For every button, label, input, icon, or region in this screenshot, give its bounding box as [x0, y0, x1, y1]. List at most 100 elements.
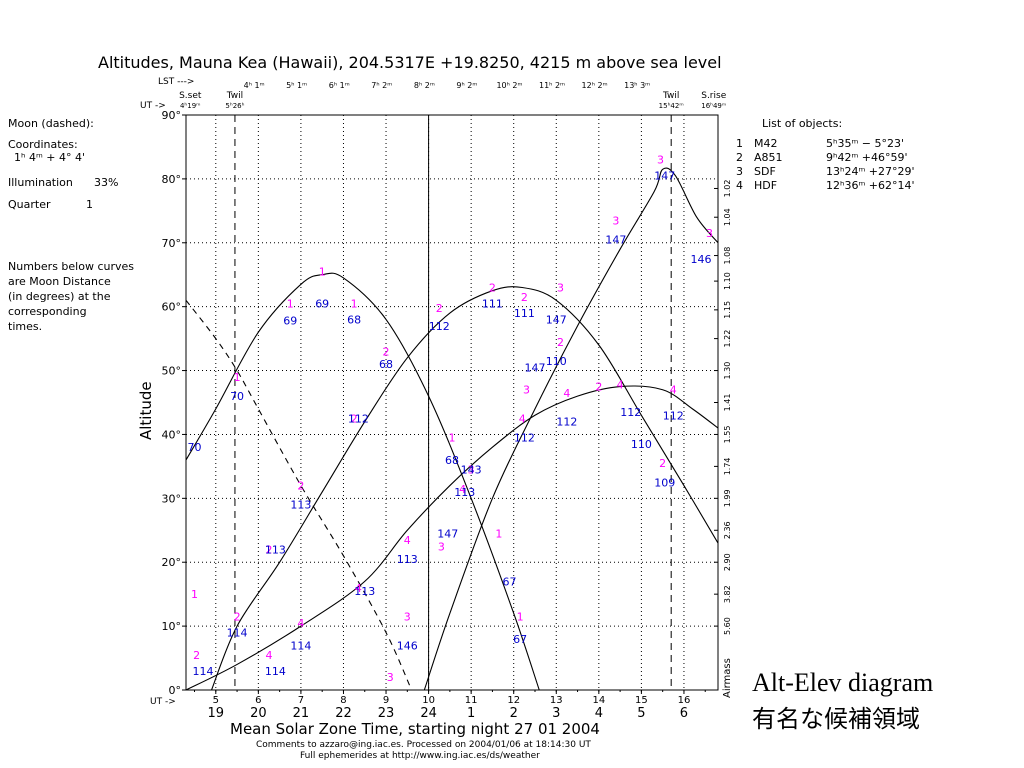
- object-number: 3: [736, 165, 743, 178]
- object-number-marker: 4: [265, 649, 272, 662]
- airmass-tick-label: 2.90: [723, 553, 732, 571]
- moon-distance-label: 147: [605, 234, 626, 247]
- note-block: Numbers below curves are Moon Distance (…: [8, 259, 134, 334]
- y-tick-label: 50°: [162, 365, 182, 378]
- airmass-tick-label: 1.99: [723, 489, 732, 507]
- object-number-marker: 1: [234, 371, 241, 384]
- y-axis-label: Altitude: [137, 381, 155, 440]
- objects-list: 1 M42 5ʰ35ᵐ − 5°23' 2 A851 9ʰ42ᵐ +46°59' 3 SD…: [736, 137, 915, 193]
- event-name: S.set: [179, 91, 202, 101]
- axes-layer: [182, 114, 719, 694]
- moon-distance-label: 114: [290, 639, 311, 652]
- note-line: times.: [8, 320, 43, 333]
- moon-distance-label: 147: [654, 170, 675, 183]
- event-time: 15ʰ42ᵐ: [659, 102, 684, 110]
- x-local-tick-label: 22: [335, 706, 352, 721]
- x-local-tick-label: 2: [510, 706, 518, 721]
- object-coord: 9ʰ42ᵐ +46°59': [826, 151, 908, 164]
- x-local-tick-label: 4: [595, 706, 603, 721]
- object-number: 4: [736, 179, 743, 192]
- event-time: 4ʰ19ᵐ: [180, 102, 201, 110]
- object-number-marker: 2: [351, 412, 358, 425]
- object-name: HDF: [754, 179, 778, 192]
- moon-distance-label: 113: [454, 486, 475, 499]
- moon-distance-label: 112: [663, 409, 684, 422]
- moon-distance-label: 112: [620, 406, 641, 419]
- airmass-tick-label: 3.82: [723, 585, 732, 603]
- event-name: Twil: [226, 91, 243, 101]
- moon-distance-label: 109: [654, 476, 675, 489]
- moon-quarter-value: 1: [86, 198, 93, 211]
- moon-distance-label: 114: [227, 627, 248, 640]
- object-curve-1: [186, 272, 540, 690]
- moon-distance-label: 147: [524, 361, 545, 374]
- object-number-marker: 4: [670, 384, 677, 397]
- object-row: 2 A851 9ʰ42ᵐ +46°59': [736, 151, 915, 165]
- x-ut-tick-label: 9: [383, 695, 389, 706]
- moon-distance-label: 69: [283, 315, 297, 328]
- moon-distance-label: 113: [265, 543, 286, 556]
- airmass-tick-label: 1.15: [723, 301, 732, 319]
- moon-distance-label: 147: [437, 527, 458, 540]
- x-local-tick-label: 21: [293, 706, 310, 721]
- point-labels-layer: 1691691681707016816816716722112211321132…: [188, 154, 713, 685]
- lst-tick-label: 5ʰ 1ᵐ: [286, 81, 307, 90]
- object-coord: 12ʰ36ᵐ +62°14': [826, 179, 915, 192]
- lst-tick-label: 4ʰ 1ᵐ: [244, 81, 265, 90]
- x-ut-tick-label: 16: [678, 695, 691, 706]
- object-number-marker: 1: [351, 297, 358, 310]
- x-ut-tick-label: 15: [635, 695, 648, 706]
- moon-coords-value: 1ʰ 4ᵐ + 4° 4': [14, 151, 86, 164]
- y-tick-label: 20°: [162, 556, 182, 569]
- y-tick-label: 30°: [162, 492, 182, 505]
- moon-distance-label: 146: [397, 639, 418, 652]
- objects-list-title: List of objects:: [762, 117, 843, 130]
- x-ut-tick-label: 13: [550, 695, 563, 706]
- object-number-marker: 2: [489, 282, 496, 295]
- moon-distance-label: 110: [631, 438, 652, 451]
- object-number-marker: 2: [234, 611, 241, 624]
- x-local-tick-label: 20: [250, 706, 267, 721]
- lst-prefix: LST --->: [158, 77, 195, 87]
- object-number: 1: [736, 137, 743, 150]
- object-number-marker: 4: [519, 412, 526, 425]
- object-number-marker: 1: [449, 432, 456, 445]
- moon-distance-label: 70: [188, 441, 202, 454]
- y-tick-label: 80°: [162, 173, 182, 186]
- object-number-marker: 4: [459, 483, 466, 496]
- object-number-marker: 2: [521, 291, 528, 304]
- object-number-marker: 2: [265, 543, 272, 556]
- object-number-marker: 1: [517, 611, 524, 624]
- moon-distance-label: 68: [445, 454, 459, 467]
- object-number-marker: 3: [438, 540, 445, 553]
- object-number-marker: 4: [404, 534, 411, 547]
- moon-distance-label: 113: [290, 499, 311, 512]
- moon-distance-label: 111: [514, 307, 535, 320]
- moon-distance-label: 112: [348, 412, 369, 425]
- moon-header: Moon (dashed):: [8, 117, 94, 130]
- lst-tick-label: 10ʰ 2ᵐ: [496, 81, 522, 90]
- y-tick-label: 40°: [162, 428, 182, 441]
- object-curve-2: [211, 286, 718, 690]
- x-ut-tick-label: 12: [507, 695, 520, 706]
- lst-tick-label: 7ʰ 2ᵐ: [371, 81, 392, 90]
- x-ut-tick-label: 10: [422, 695, 435, 706]
- object-number-marker: 1: [319, 266, 326, 279]
- x-local-tick-label: 5: [637, 706, 645, 721]
- lst-tick-label: 9ʰ 2ᵐ: [456, 81, 477, 90]
- moon-distance-label: 67: [513, 633, 527, 646]
- moon-distance-label: 67: [502, 575, 516, 588]
- object-number-marker: 2: [557, 336, 564, 349]
- moon-distance-label: 113: [354, 585, 375, 598]
- object-number-marker: 4: [355, 582, 362, 595]
- moon-distance-label: 70: [230, 390, 244, 403]
- tick-labels-layer: 0°10°20°30°40°50°60°70°80°90°5 6 7 8 9 10 11 12…: [162, 81, 733, 721]
- object-number-marker: 2: [595, 381, 602, 394]
- object-name: M42: [754, 137, 778, 150]
- x-local-tick-label: 6: [680, 706, 688, 721]
- object-number-marker: 2: [659, 457, 666, 470]
- object-number-marker: 4: [297, 617, 304, 630]
- ut-prefix-top: UT ->: [140, 101, 166, 111]
